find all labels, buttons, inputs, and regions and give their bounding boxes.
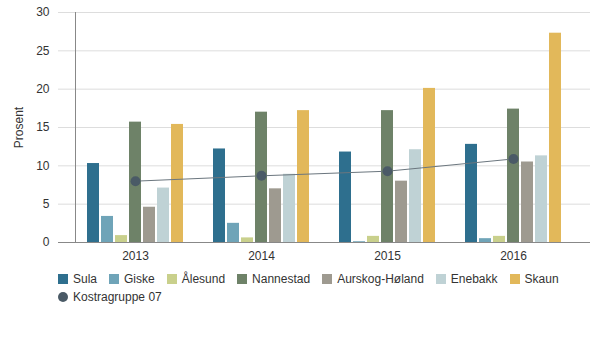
svg-text:2015: 2015 <box>374 249 401 263</box>
html-text:Kostragruppe 07: Kostragruppe 07 <box>73 290 162 304</box>
svg-text:20: 20 <box>36 82 50 96</box>
svg-text:2014: 2014 <box>248 249 275 263</box>
svg-text:15: 15 <box>36 120 50 134</box>
svg-text:30: 30 <box>36 5 50 19</box>
svg-text:25: 25 <box>36 44 50 58</box>
html-text:Ålesund: Ålesund <box>181 272 226 286</box>
svg-text:5: 5 <box>43 197 50 211</box>
html-text:Nannestad: Nannestad <box>252 272 311 286</box>
svg-text:Prosent: Prosent <box>12 106 26 148</box>
html-text:Enebakk: Enebakk <box>450 272 498 286</box>
svg-text:2016: 2016 <box>500 249 527 263</box>
svg-text:0: 0 <box>43 235 50 249</box>
html-text:Skaun: Skaun <box>524 272 559 286</box>
html-text:Sula: Sula <box>73 272 97 286</box>
html-text:Aurskog-Høland: Aurskog-Høland <box>337 272 424 286</box>
svg-text:10: 10 <box>36 159 50 173</box>
svg-text:2013: 2013 <box>122 249 149 263</box>
html-text:Giske: Giske <box>124 272 155 286</box>
